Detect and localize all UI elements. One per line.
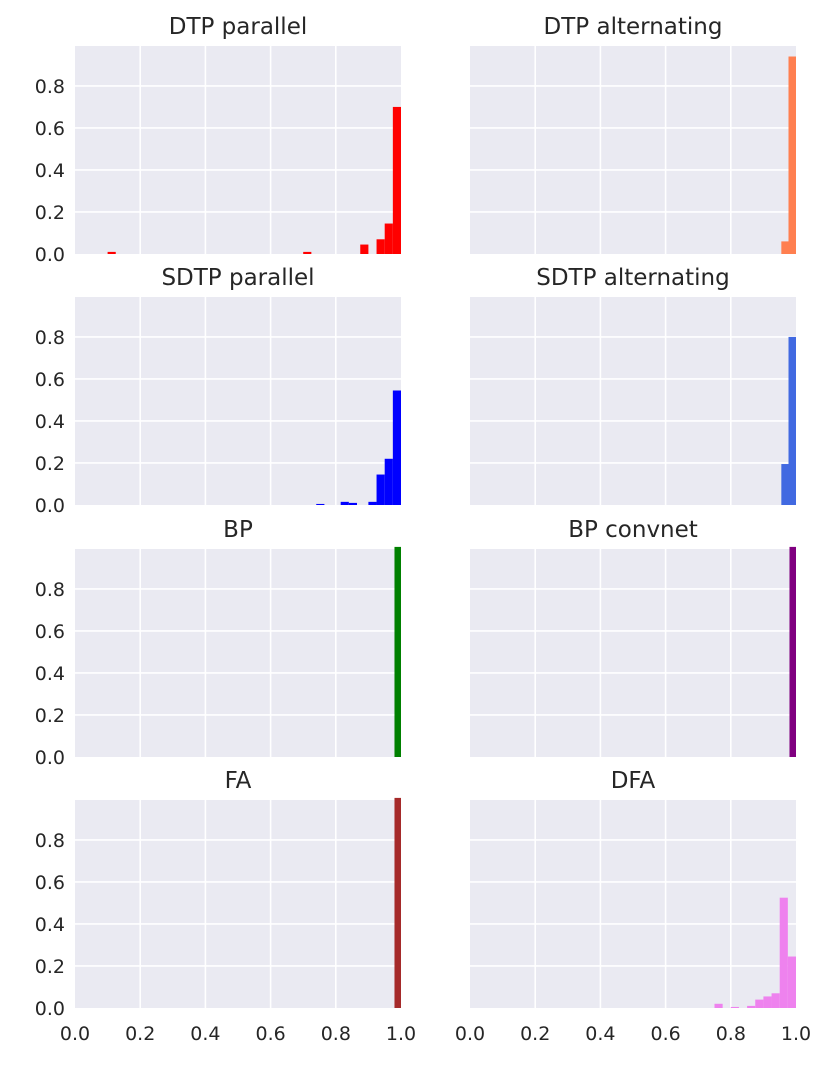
- histogram-bar: [787, 956, 796, 1008]
- x-tick-label: 0.4: [585, 1023, 615, 1045]
- histogram-bar: [384, 458, 393, 505]
- y-tick-label: 0.2: [35, 202, 65, 224]
- histogram-bar: [747, 1005, 756, 1008]
- histogram-bar: [303, 251, 312, 254]
- panel-title: BP: [223, 517, 253, 543]
- histogram-bar: [340, 501, 349, 505]
- panel-sdtp-parallel: SDTP parallel 0.0 0.2 0.4 0.6 0.8: [35, 265, 401, 517]
- histogram-bar: [368, 501, 377, 505]
- panel-title: FA: [225, 768, 252, 794]
- plot-area: [75, 800, 401, 1008]
- histogram-bar: [779, 897, 788, 1008]
- plot-area: [470, 297, 796, 505]
- y-tick-label: 0.0: [35, 244, 65, 266]
- histogram-bar: [348, 502, 357, 505]
- y-tick-label: 0.4: [35, 663, 65, 685]
- panel-title: SDTP parallel: [161, 265, 314, 291]
- histogram-bar: [107, 251, 116, 254]
- histogram-bar: [755, 999, 764, 1008]
- x-tick-label: 0.2: [125, 1023, 155, 1045]
- histogram-bar: [771, 993, 780, 1008]
- panel-title: SDTP alternating: [536, 265, 730, 291]
- histogram-bar: [714, 1003, 723, 1008]
- histogram-bar: [788, 336, 796, 505]
- panel-dtp-alternating: DTP alternating: [470, 14, 796, 254]
- panel-title: DTP alternating: [544, 14, 723, 40]
- plot-area: [75, 549, 401, 757]
- histogram-bar: [730, 1006, 739, 1008]
- panel-dtp-parallel: DTP parallel 0.0 0.2 0.4 0.6 0.8: [35, 14, 401, 266]
- panel-dfa: DFA 0.0 0.2 0.4 0.6 0.8 1.0: [455, 768, 811, 1045]
- panel-bp: BP 0.0 0.2 0.4 0.6 0.8: [35, 517, 401, 769]
- plot-area: [75, 297, 401, 505]
- y-tick-label: 0.8: [35, 579, 65, 601]
- histogram-bar: [763, 996, 772, 1008]
- x-tick-label: 1.0: [386, 1023, 416, 1045]
- panel-title: DTP parallel: [169, 14, 308, 40]
- panel-sdtp-alternating: SDTP alternating: [470, 265, 796, 505]
- x-tick-label: 0.6: [255, 1023, 285, 1045]
- x-tick-label: 0.8: [716, 1023, 746, 1045]
- y-tick-label: 0.0: [35, 495, 65, 517]
- histogram-bar: [789, 546, 796, 757]
- plot-area: [470, 549, 796, 757]
- y-tick-label: 0.2: [35, 705, 65, 727]
- plot-area: [75, 46, 401, 254]
- histogram-bar: [316, 503, 325, 505]
- y-tick-label: 0.6: [35, 621, 65, 643]
- histogram-bar: [781, 241, 789, 254]
- panel-bp-convnet: BP convnet: [470, 517, 796, 757]
- y-tick-label: 0.8: [35, 830, 65, 852]
- x-tick-label: 0.0: [60, 1023, 90, 1045]
- histogram-bar: [781, 464, 789, 505]
- plot-area: [470, 800, 796, 1008]
- panel-title: DFA: [611, 768, 656, 794]
- x-tick-label: 0.2: [520, 1023, 550, 1045]
- y-tick-label: 0.2: [35, 453, 65, 475]
- histogram-bar: [376, 474, 385, 505]
- x-tick-label: 0.0: [455, 1023, 485, 1045]
- x-tick-label: 0.8: [321, 1023, 351, 1045]
- y-tick-label: 0.8: [35, 327, 65, 349]
- histogram-bar: [376, 239, 385, 254]
- y-tick-label: 0.4: [35, 914, 65, 936]
- y-tick-label: 0.4: [35, 411, 65, 433]
- histogram-bar: [384, 223, 393, 254]
- y-tick-label: 0.6: [35, 872, 65, 894]
- histogram-bar: [360, 244, 369, 254]
- histogram-bar: [394, 546, 401, 757]
- y-tick-label: 0.6: [35, 118, 65, 140]
- y-tick-label: 0.4: [35, 160, 65, 182]
- x-tick-label: 0.6: [650, 1023, 680, 1045]
- histogram-bar: [392, 390, 401, 505]
- panel-title: BP convnet: [568, 517, 698, 543]
- y-tick-label: 0.0: [35, 747, 65, 769]
- y-tick-label: 0.8: [35, 76, 65, 98]
- x-tick-label: 1.0: [781, 1023, 811, 1045]
- y-tick-label: 0.2: [35, 956, 65, 978]
- histogram-bar: [788, 56, 796, 254]
- y-tick-label: 0.6: [35, 369, 65, 391]
- plot-area: [470, 46, 796, 254]
- histogram-bar: [392, 106, 401, 254]
- y-tick-label: 0.0: [35, 998, 65, 1020]
- panel-fa: FA 0.0 0.2 0.4 0.6 0.8 0.0 0.2 0.4 0.6 0.8 1.0: [35, 768, 416, 1045]
- x-tick-label: 0.4: [190, 1023, 220, 1045]
- histogram-bar: [394, 797, 401, 1008]
